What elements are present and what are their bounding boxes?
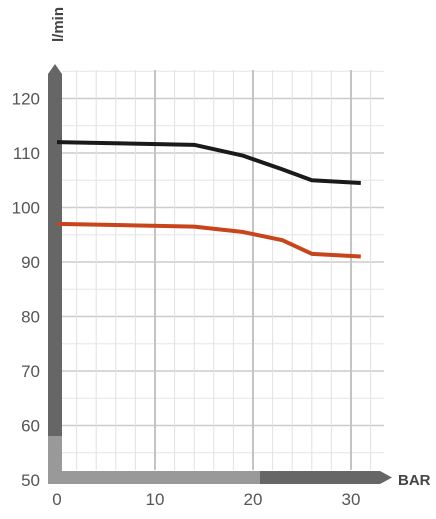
tick-labels: 50 60 70 80 90 100 110 120 0 10 20 30 [12, 90, 361, 510]
y-axis-title: l/min [50, 7, 67, 42]
series-layer [56, 140, 361, 259]
y-tick-label: 90 [21, 253, 40, 272]
axes [48, 64, 392, 484]
x-axis-title: BAR [398, 472, 431, 489]
x-axis-bar-dark [260, 471, 392, 484]
series-line-1 [56, 140, 361, 185]
series-line-2 [56, 221, 361, 259]
y-tick-label: 100 [12, 199, 40, 218]
x-tick-label: 20 [244, 490, 263, 509]
y-tick-label: 120 [12, 90, 40, 109]
grid [62, 70, 384, 470]
y-tick-label: 110 [13, 144, 40, 163]
y-tick-label: 70 [21, 362, 40, 381]
x-tick-label: 10 [146, 490, 165, 509]
y-tick-label: 80 [21, 308, 40, 327]
y-axis-bar [48, 64, 62, 470]
x-axis-bar-light [48, 471, 260, 484]
x-tick-label: 0 [52, 490, 61, 509]
y-axis-bar-base [48, 436, 62, 471]
y-tick-label: 50 [21, 471, 40, 490]
x-tick-label: 30 [342, 490, 361, 509]
y-tick-label: 60 [21, 417, 40, 436]
